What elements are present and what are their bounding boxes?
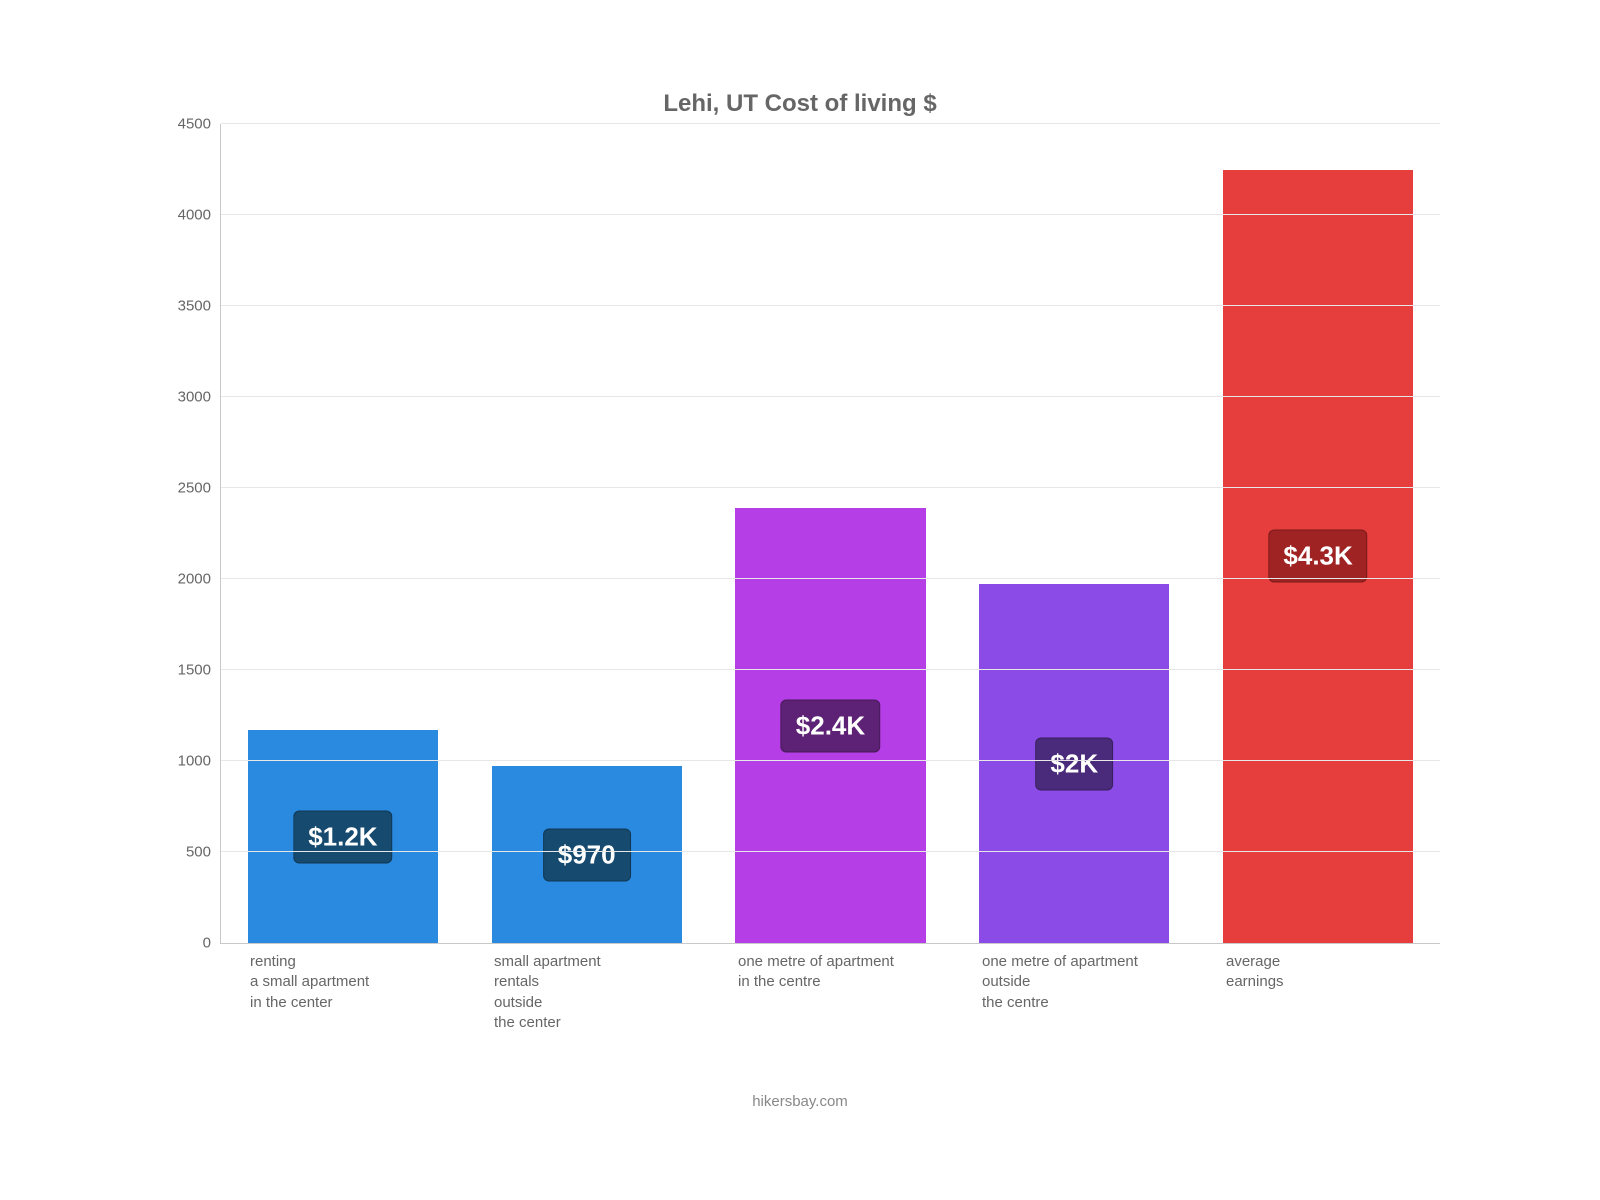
x-tick-label: renting a small apartment in the center	[220, 952, 464, 1033]
chart-title: Lehi, UT Cost of living $	[150, 90, 1450, 118]
grid-line	[221, 669, 1440, 670]
y-tick-label: 4000	[151, 207, 211, 224]
bar: $2.4K	[735, 508, 925, 943]
bar-value-label: $2.4K	[781, 699, 880, 752]
bars-layer: $1.2K $970 $2.4K $2K $4.3K	[221, 124, 1440, 943]
grid-line	[221, 396, 1440, 397]
y-tick-label: 2500	[151, 480, 211, 497]
y-tick-label: 0	[151, 935, 211, 952]
y-tick-label: 2000	[151, 571, 211, 588]
bar: $2K	[979, 584, 1169, 943]
y-tick-label: 1500	[151, 662, 211, 679]
grid-line	[221, 760, 1440, 761]
x-tick-label: one metre of apartment outside the centr…	[952, 952, 1196, 1033]
grid-line	[221, 214, 1440, 215]
plot-area: $1.2K$970$2.4K$2K$4.3K 05001000150020002…	[220, 124, 1440, 944]
bar-value-label: $970	[543, 828, 631, 881]
y-tick-label: 1000	[151, 753, 211, 770]
chart-footer: hikersbay.com	[150, 1093, 1450, 1110]
x-axis-labels: renting a small apartment in the centers…	[220, 952, 1440, 1033]
x-tick-label: average earnings	[1196, 952, 1440, 1033]
x-tick-label: one metre of apartment in the centre	[708, 952, 952, 1033]
bar-value-label: $4.3K	[1268, 530, 1367, 583]
y-tick-label: 3000	[151, 389, 211, 406]
grid-line	[221, 123, 1440, 124]
x-tick-label: small apartment rentals outside the cent…	[464, 952, 708, 1033]
grid-line	[221, 851, 1440, 852]
bar: $4.3K	[1223, 170, 1413, 944]
bar-value-label: $1.2K	[293, 810, 392, 863]
bar-value-label: $2K	[1035, 737, 1113, 790]
bar: $1.2K	[248, 730, 438, 943]
grid-line	[221, 487, 1440, 488]
y-tick-label: 3500	[151, 298, 211, 315]
bar: $970	[492, 766, 682, 943]
y-tick-label: 500	[151, 844, 211, 861]
cost-of-living-chart: Lehi, UT Cost of living $ $1.2K $970 $2.4K…	[150, 90, 1450, 1110]
y-tick-label: 4500	[151, 116, 211, 133]
grid-line	[221, 305, 1440, 306]
grid-line	[221, 578, 1440, 579]
